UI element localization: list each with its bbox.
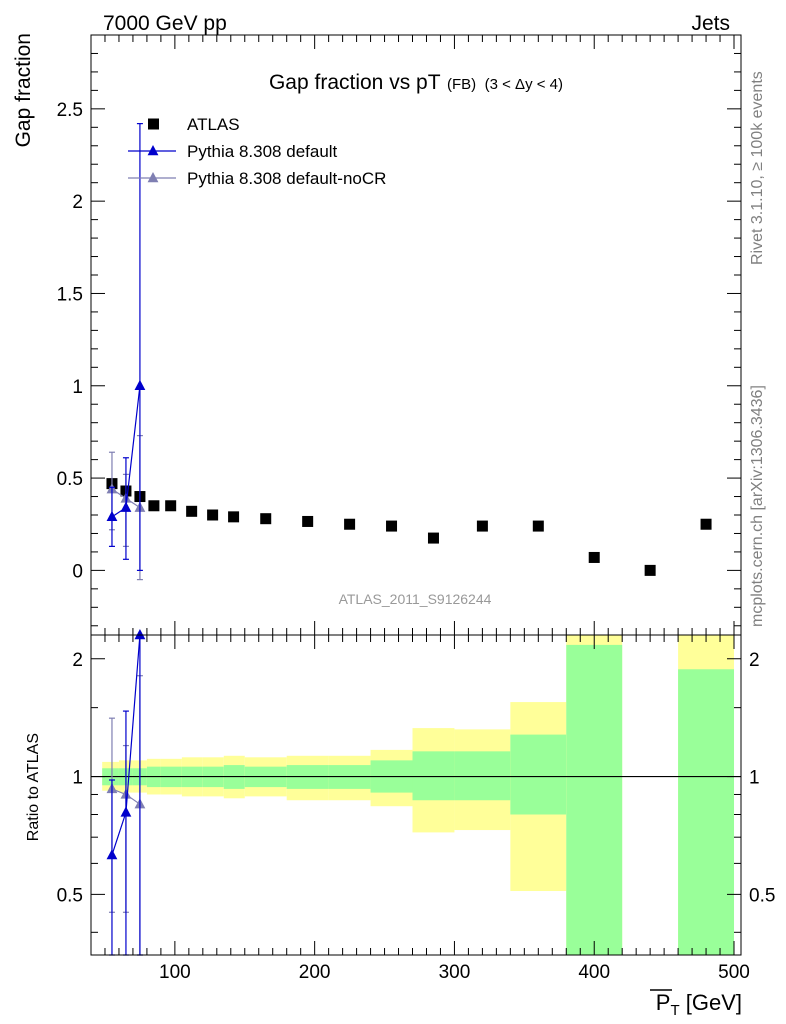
ratio-y-tick-label: 2 [72, 650, 83, 671]
ratio-y-tick-label: 0.5 [57, 885, 83, 906]
ratio-default-marker [134, 629, 146, 640]
legend-atlas-marker [148, 118, 159, 130]
y-tick-label: 1.5 [57, 284, 83, 305]
x-axis-label-t: T [670, 1002, 679, 1019]
y-tick-label: 2.5 [57, 100, 83, 121]
header-right: Jets [691, 12, 730, 35]
plot-title-main: Gap fraction vs pT [269, 71, 441, 94]
rivet-label: Rivet 3.1.10, ≥ 100k events [749, 71, 766, 265]
ratio-default-marker [120, 806, 132, 817]
atlas-data-point [207, 509, 219, 521]
ratio-y-tick-label-right: 1 [749, 768, 760, 789]
x-tick-label: 100 [159, 962, 191, 983]
ratio-band-inner [566, 644, 623, 955]
default-marker [134, 379, 146, 390]
legend-label: Pythia 8.308 default [187, 142, 338, 161]
y-tick-label: 1 [72, 377, 83, 398]
y-tick-label: 2 [72, 192, 83, 213]
atlas-data-point [344, 518, 356, 530]
default-marker [120, 501, 132, 512]
atlas-data-point [532, 520, 544, 532]
atlas-data-point [386, 520, 398, 532]
atlas-data-point [260, 513, 272, 525]
x-axis-label-p: P [656, 990, 671, 1015]
ratio-y-tick-label-right: 2 [749, 650, 760, 671]
ratio-panel: 0.5 0.5 1 1 2 2 100 200 300 400 500 [57, 629, 775, 983]
x-axis-label-unit: [GeV] [680, 990, 742, 1015]
atlas-data-point [700, 518, 712, 530]
atlas-data-point [228, 511, 240, 523]
x-tick-label: 300 [439, 962, 471, 983]
x-tick-label: 500 [718, 962, 750, 983]
legend-marker [147, 172, 159, 183]
y-tick-label: 0 [72, 561, 83, 582]
default-marker [106, 510, 118, 522]
watermark: ATLAS_2011_S9126244 [339, 591, 492, 607]
atlas-data-point [427, 532, 439, 544]
legend-label: Pythia 8.308 default-noCR [187, 169, 386, 188]
atlas-data-point [302, 515, 314, 527]
x-axis-label: PT [GeV] [656, 990, 742, 1019]
ratio-default-marker [106, 849, 118, 860]
ratio-ylabel: Ratio to ATLAS [25, 733, 42, 841]
ratio-band-inner [510, 734, 567, 815]
main-panel: 0 0.5 1 1.5 2 2.5 Gap fraction vs pT (FB) (3 … [57, 34, 742, 636]
main-ylabel: Gap fraction [12, 33, 35, 147]
atlas-data-point [186, 505, 198, 517]
ratio-band-inner [412, 751, 455, 801]
legend-label: ATLAS [187, 115, 240, 134]
ratio-band-inner [454, 751, 511, 801]
y-tick-label: 0.5 [57, 469, 83, 490]
legend: ATLAS Pythia 8.308 default Pythia 8.308 de… [128, 115, 386, 188]
plot-title-sub: (FB) [447, 76, 476, 93]
atlas-data-point [476, 520, 488, 532]
legend-marker [147, 145, 159, 156]
ratio-frame [90, 634, 742, 956]
plot-title-range: (3 < Δy < 4) [485, 76, 563, 93]
ratio-y-tick-label-right: 0.5 [749, 885, 775, 906]
atlas-data-point [148, 500, 160, 512]
header-left: 7000 GeV pp [103, 12, 227, 35]
x-tick-label: 200 [299, 962, 331, 983]
ratio-band-inner [678, 669, 735, 955]
ratio-y-tick-label: 1 [72, 768, 83, 789]
x-tick-label: 400 [578, 962, 610, 983]
plot-title: Gap fraction vs pT (FB) (3 < Δy < 4) [269, 71, 563, 94]
atlas-data-point [644, 564, 656, 576]
atlas-data-point [588, 551, 600, 563]
atlas-data-point [165, 500, 177, 512]
mcplots-label: mcplots.cern.ch [arXiv:1306.3436] [749, 385, 766, 627]
